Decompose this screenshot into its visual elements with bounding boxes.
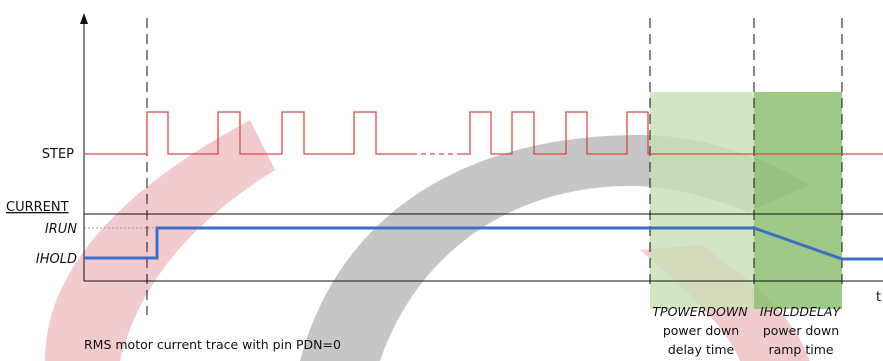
tpowerdown-label: TPOWERDOWN (652, 304, 748, 319)
current-trace (84, 226, 883, 261)
current-label: CURRENT (6, 200, 69, 215)
power-down-ramp-region (754, 92, 842, 309)
iholddelay-label: IHOLDDELAY (760, 304, 842, 319)
tpowerdown-desc-line2: delay time (668, 342, 735, 357)
watermark-red-arc (45, 120, 275, 361)
step-signal (84, 111, 883, 155)
tpowerdown-desc-line1: power down (663, 323, 739, 338)
step-pulses-group-2 (462, 111, 883, 155)
irun-label: IRUN (45, 222, 77, 237)
y-axis-arrow (80, 13, 88, 24)
step-label: STEP (42, 147, 74, 162)
iholddelay-desc-line2: ramp time (768, 342, 833, 357)
ihold-label: IHOLD (36, 252, 77, 267)
power-down-delay-region (650, 92, 754, 309)
axes (80, 13, 883, 282)
diagram-caption: RMS motor current trace with pin PDN=0 (84, 337, 341, 352)
step-pulses-group-1 (84, 111, 412, 155)
iholddelay-desc-line1: power down (763, 323, 839, 338)
time-axis-label: t (876, 290, 881, 305)
